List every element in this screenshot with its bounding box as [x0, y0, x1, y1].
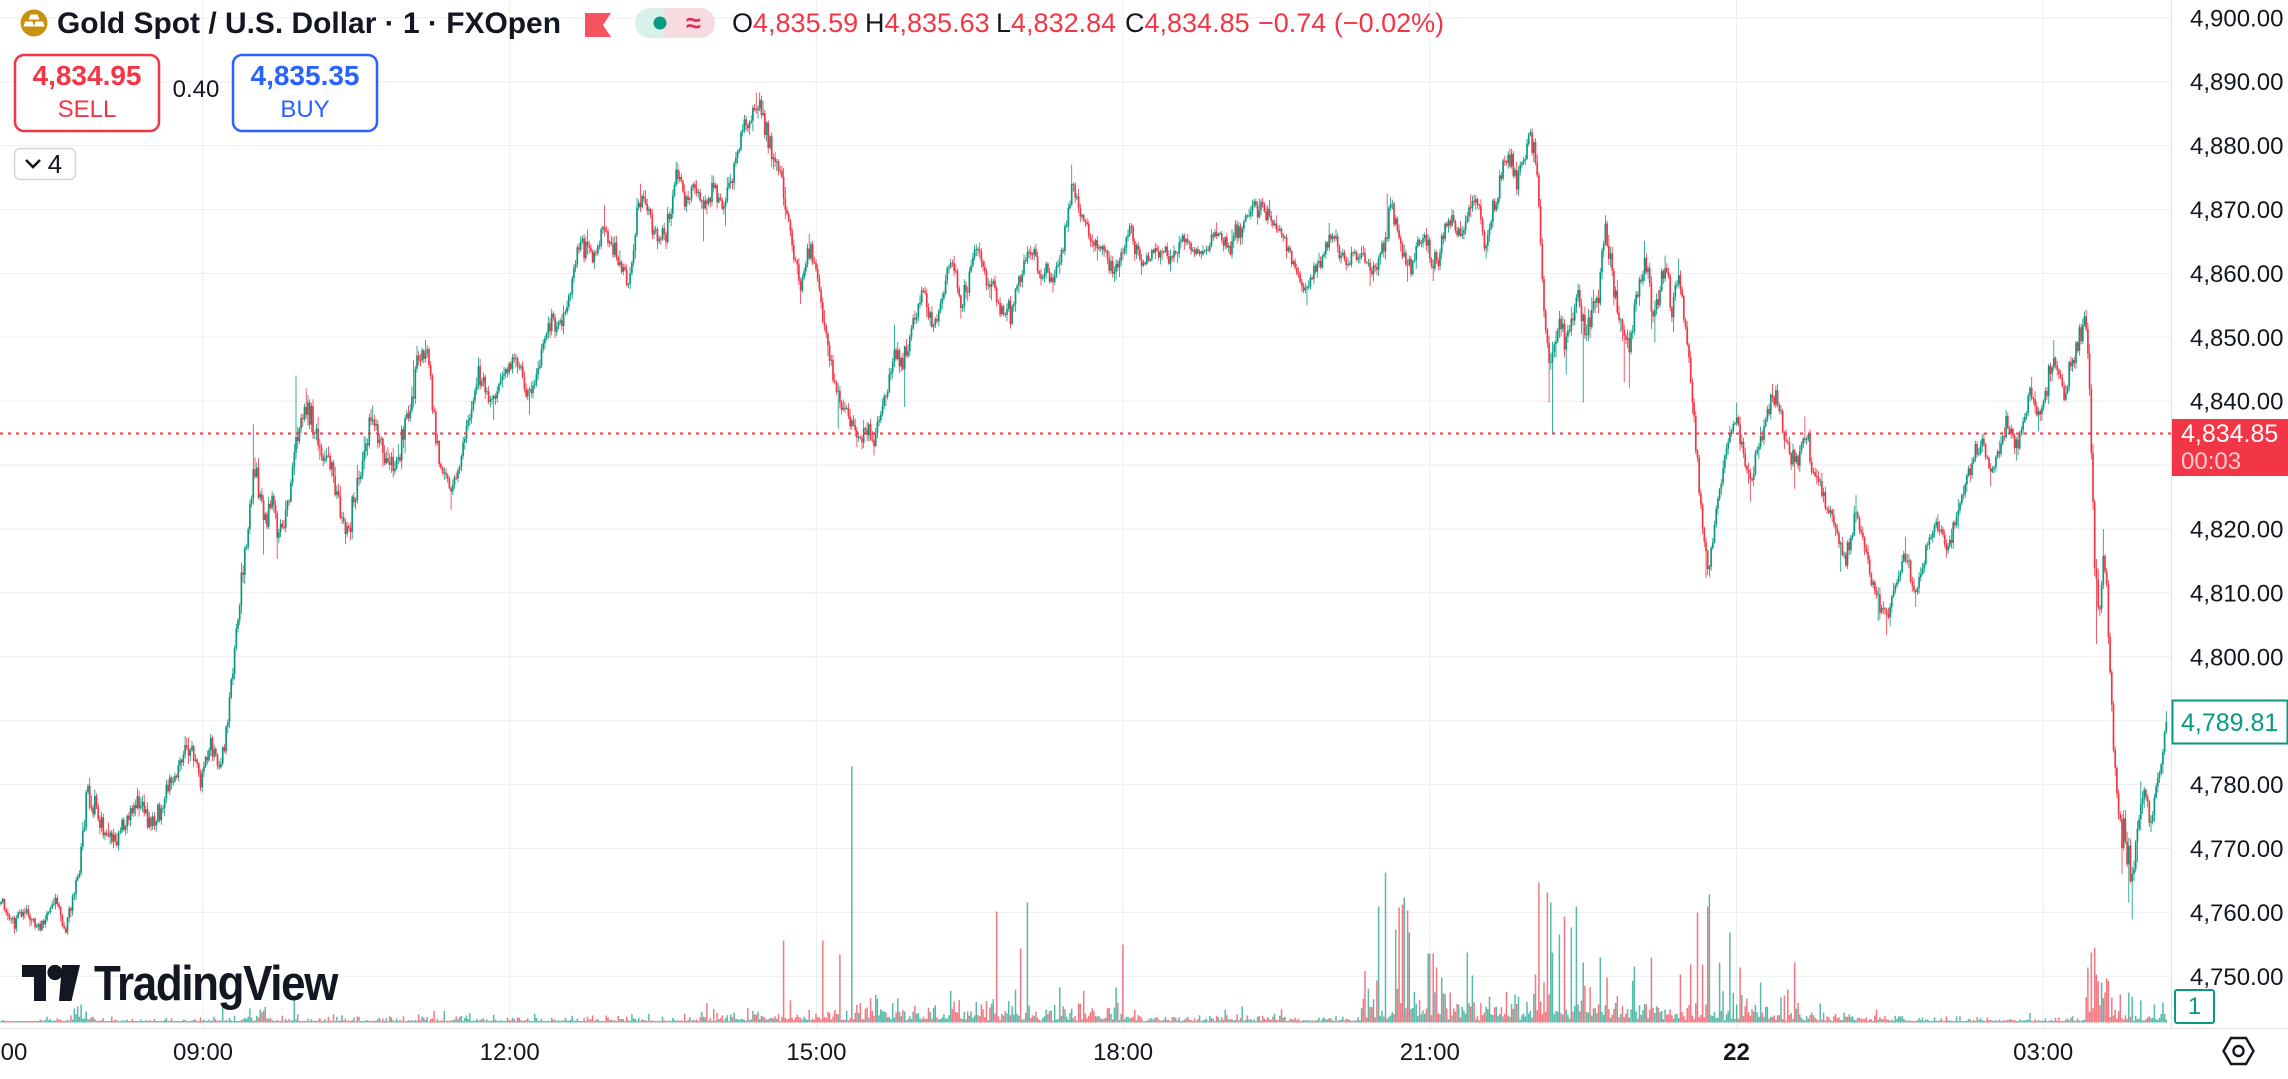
svg-text:SELL: SELL	[58, 96, 117, 123]
svg-text:4,780.00: 4,780.00	[2190, 772, 2283, 799]
svg-text:0.40: 0.40	[173, 76, 220, 103]
svg-text:18:00: 18:00	[1093, 1039, 1153, 1066]
svg-text:09:00: 09:00	[173, 1039, 233, 1066]
svg-text:4,770.00: 4,770.00	[2190, 836, 2283, 863]
svg-text:4,750.00: 4,750.00	[2190, 964, 2283, 991]
svg-text:4: 4	[48, 149, 62, 179]
svg-text:4,835.35: 4,835.35	[251, 60, 360, 91]
svg-text:4,850.00: 4,850.00	[2190, 325, 2283, 352]
svg-text:4,870.00: 4,870.00	[2190, 197, 2283, 224]
svg-text:Gold Spot / U.S. Dollar · 1 ·: Gold Spot / U.S. Dollar · 1 · FXOpen	[57, 7, 561, 40]
svg-text:22: 22	[1723, 1039, 1750, 1066]
svg-text:00:03: 00:03	[2181, 448, 2241, 475]
svg-text:12:00: 12:00	[480, 1039, 540, 1066]
svg-text:4,834.85: 4,834.85	[2181, 420, 2278, 448]
svg-text:4,789.81: 4,789.81	[2181, 709, 2278, 737]
svg-text:4,880.00: 4,880.00	[2190, 133, 2283, 160]
svg-text:15:00: 15:00	[786, 1039, 846, 1066]
svg-text:1: 1	[2188, 993, 2201, 1020]
svg-text:4,800.00: 4,800.00	[2190, 644, 2283, 671]
svg-text:4,760.00: 4,760.00	[2190, 900, 2283, 927]
svg-text:4,840.00: 4,840.00	[2190, 389, 2283, 416]
svg-text:BUY: BUY	[280, 96, 329, 123]
svg-text:03:00: 03:00	[2013, 1039, 2073, 1066]
svg-text:≈: ≈	[686, 8, 701, 38]
svg-text:4,810.00: 4,810.00	[2190, 580, 2283, 607]
svg-text:4,900.00: 4,900.00	[2190, 5, 2283, 32]
svg-text:4,820.00: 4,820.00	[2190, 517, 2283, 544]
svg-text:4,860.00: 4,860.00	[2190, 261, 2283, 288]
svg-text:00: 00	[1, 1039, 28, 1066]
svg-text:4,890.00: 4,890.00	[2190, 69, 2283, 96]
svg-text:TradingView: TradingView	[94, 957, 339, 1011]
svg-text:4,834.95: 4,834.95	[33, 60, 142, 91]
svg-text:21:00: 21:00	[1400, 1039, 1460, 1066]
